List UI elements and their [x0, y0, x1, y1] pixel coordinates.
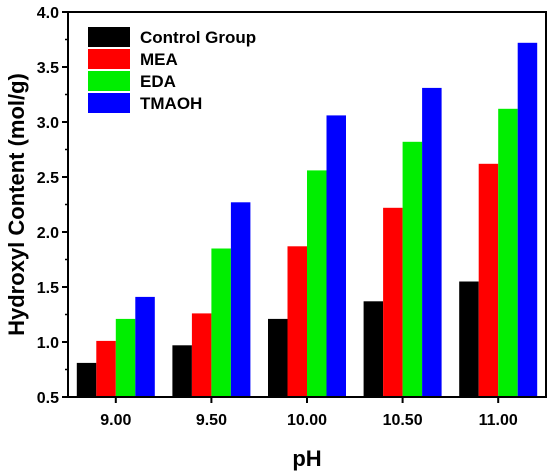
- y-tick-label: 1.5: [37, 280, 59, 297]
- bar-mea-9-00: [96, 340, 116, 397]
- bar-mea-11-00: [478, 163, 499, 397]
- bar-tmaoh-10-50: [422, 87, 442, 398]
- x-tick-label: 10.50: [383, 412, 423, 429]
- bar-mea-10-50: [383, 207, 403, 397]
- bar-control-group-10-50: [363, 301, 384, 397]
- bar-eda-9-00: [115, 318, 136, 397]
- x-tick-label: 9.00: [100, 412, 131, 429]
- bar-control-group-10-00: [268, 318, 288, 397]
- y-axis-title: Hydroxyl Content (mol/g): [4, 73, 29, 336]
- y-tick-label: 3.0: [37, 115, 59, 132]
- x-tick-label: 11.00: [479, 412, 518, 429]
- bars-layer: [76, 42, 538, 398]
- y-tick-label: 1.0: [37, 335, 59, 352]
- bar-eda-11-00: [498, 108, 518, 398]
- y-tick-label: 3.5: [37, 60, 59, 77]
- bar-tmaoh-9-00: [135, 296, 155, 397]
- bar-tmaoh-9-50: [230, 202, 251, 397]
- bar-mea-9-50: [191, 313, 212, 397]
- legend-label: MEA: [140, 50, 178, 69]
- legend-label: TMAOH: [140, 94, 202, 113]
- x-tick-label: 10.00: [287, 412, 327, 429]
- x-tick-label: 9.50: [196, 412, 227, 429]
- bar-eda-9-50: [211, 248, 231, 397]
- axes-layer: 0.5 1.0 1.5 2.0 2.5 3.0 3.5 4.0 9.00 9.50 10.00 10.…: [37, 5, 547, 429]
- bar-control-group-9-00: [76, 362, 97, 397]
- legend-swatch-control-group: [88, 27, 130, 47]
- legend-label: EDA: [140, 72, 176, 91]
- bar-tmaoh-11-00: [517, 42, 538, 398]
- bar-control-group-9-50: [172, 345, 192, 397]
- legend-label: Control Group: [140, 28, 256, 47]
- bar-tmaoh-10-00: [326, 115, 346, 398]
- legend-swatch-mea: [88, 49, 130, 69]
- bar-mea-10-00: [287, 246, 307, 397]
- y-tick-label: 0.5: [37, 390, 59, 407]
- bar-eda-10-00: [307, 170, 327, 397]
- y-tick-label: 2.5: [37, 170, 59, 187]
- bar-control-group-11-00: [459, 281, 479, 397]
- legend: Control Group MEA EDA TMAOH: [88, 27, 256, 113]
- legend-swatch-tmaoh: [88, 93, 130, 113]
- y-tick-label: 4.0: [37, 5, 59, 22]
- legend-swatch-eda: [88, 71, 130, 91]
- bar-eda-10-50: [402, 141, 423, 397]
- y-tick-label: 2.0: [37, 225, 59, 242]
- x-axis-title: pH: [292, 446, 321, 471]
